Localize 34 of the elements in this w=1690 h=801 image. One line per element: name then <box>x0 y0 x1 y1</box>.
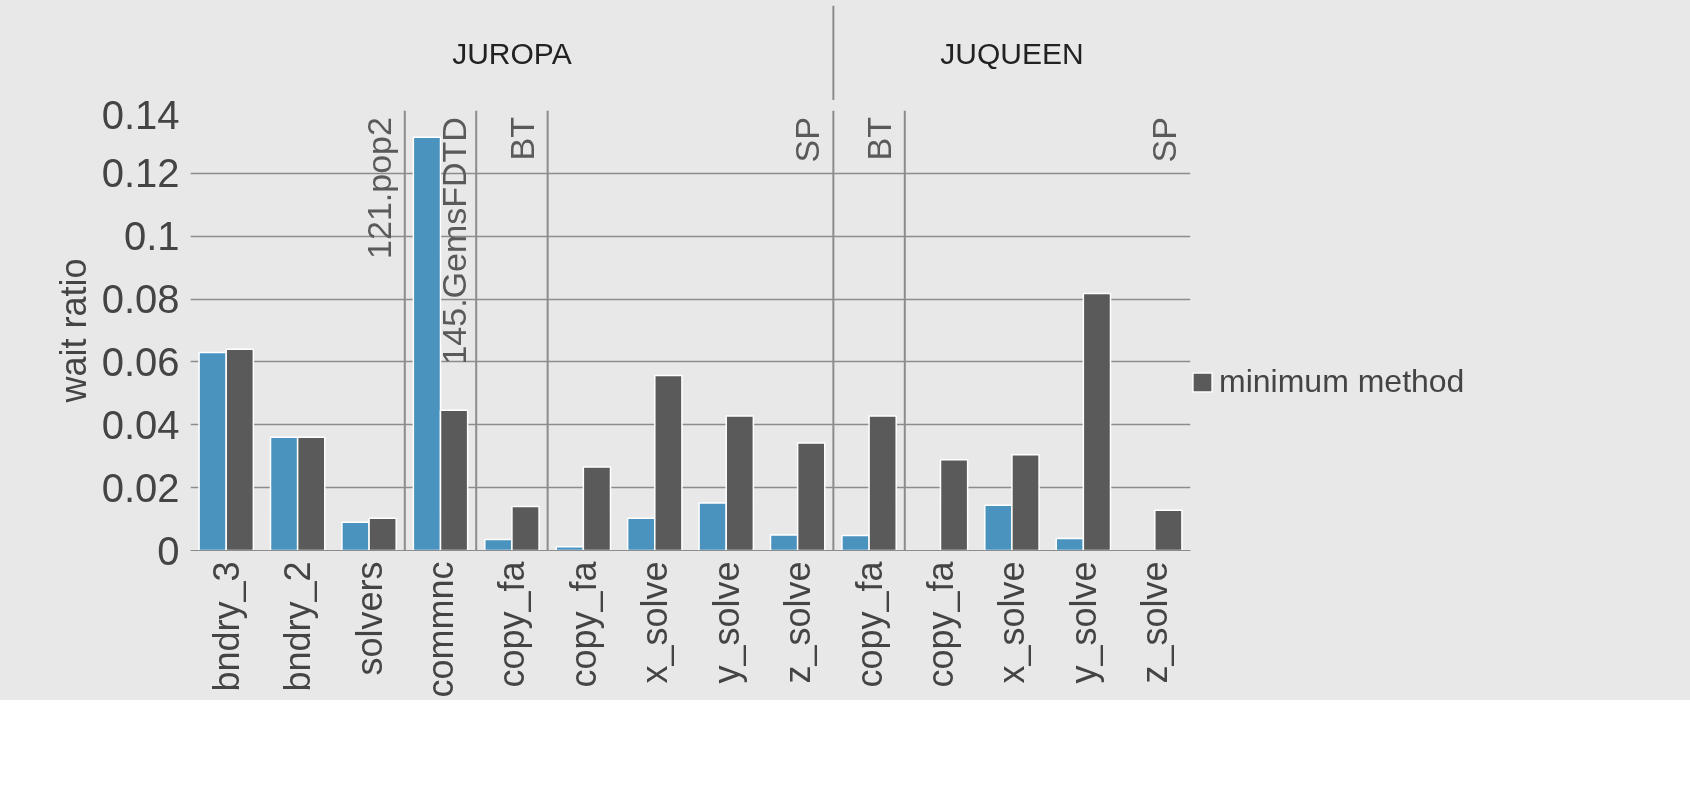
bar <box>1154 509 1183 551</box>
x-tick-label: z_solve <box>1134 561 1176 684</box>
text: JUQUEEN <box>940 36 1084 70</box>
y-tick-label: 0 <box>157 528 180 573</box>
annotation: 145.GemsFDTD <box>434 117 473 365</box>
annotation: BT <box>859 117 898 161</box>
y-axis-title: wait ratio <box>52 258 94 404</box>
annotation: SP <box>788 117 827 163</box>
x-tick-label: copy_fa <box>562 560 604 688</box>
annotation: SP <box>1145 117 1184 163</box>
bar <box>939 458 969 551</box>
y-tick-label: 0.1 <box>123 214 180 259</box>
y-tick-label: 0.04 <box>101 402 180 447</box>
y-tick-label: 0.14 <box>101 92 180 137</box>
y-tick-label: 0.08 <box>101 277 180 322</box>
x-tick-label: bndry_2 <box>277 561 319 692</box>
x-tick-label: y_solve <box>1062 561 1104 684</box>
x-tick-label: x_solve <box>634 561 676 684</box>
annotation: BT <box>502 117 541 161</box>
y-tick-label: 0.02 <box>101 465 180 510</box>
x-tick-label: commnc <box>420 561 461 698</box>
x-tick-label: copy_fa <box>491 560 533 688</box>
annotation: 121.pop2 <box>359 117 398 259</box>
x-tick-label: z_solve <box>777 561 819 684</box>
y-tick-label: 0.12 <box>101 151 180 196</box>
x-tick-label: y_solve <box>705 561 747 684</box>
text: JUROPA <box>452 36 572 70</box>
x-tick-label: x_solve <box>991 561 1033 684</box>
x-tick-label: copy_fa <box>920 560 961 688</box>
x-tick-label: copy_fa <box>848 560 890 688</box>
x-tick-label: solvers <box>348 561 390 676</box>
legend-label: minimum method <box>1219 363 1465 400</box>
y-tick-label: 0.06 <box>101 339 180 384</box>
x-tick-label: bndry_3 <box>205 561 247 692</box>
